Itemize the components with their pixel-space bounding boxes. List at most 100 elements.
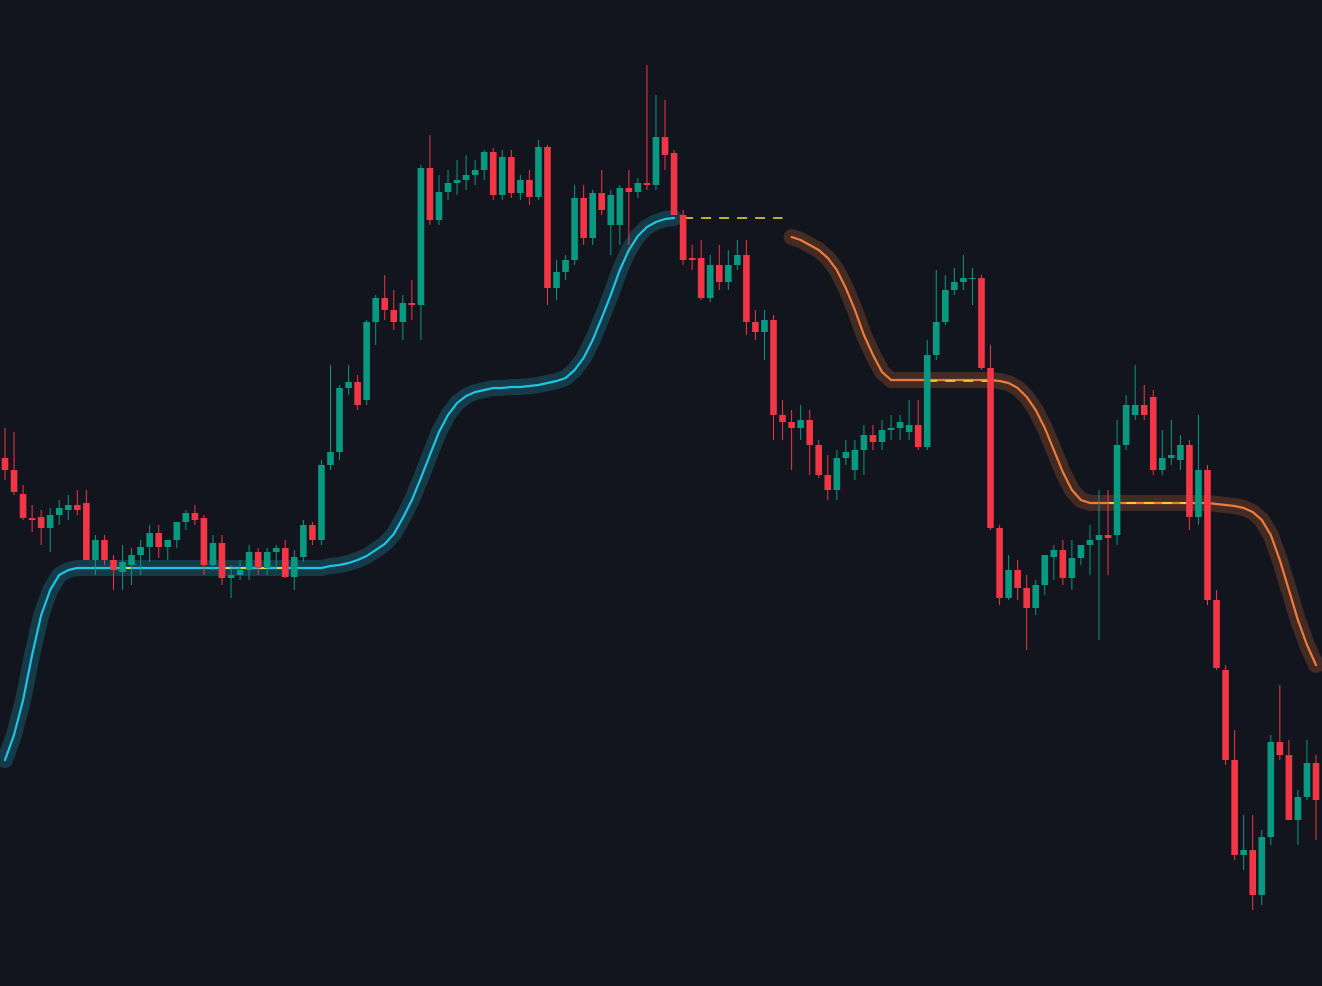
candle-body <box>46 515 54 528</box>
candle-body <box>1177 445 1184 460</box>
candle-body <box>824 475 832 490</box>
candle-body <box>1294 797 1302 820</box>
candle-body <box>28 518 36 520</box>
candle-body <box>1158 458 1166 470</box>
candle-body <box>1095 535 1103 540</box>
candle-body <box>453 180 461 183</box>
candle-body <box>1068 558 1076 578</box>
trend-line <box>790 235 1318 667</box>
candle-body <box>905 425 913 432</box>
candle-body <box>1050 550 1058 557</box>
candle-body <box>860 435 868 450</box>
candle-body <box>815 445 823 475</box>
candle-body <box>589 193 596 238</box>
candle-body <box>263 552 271 568</box>
candle-body <box>797 420 804 428</box>
candle-body <box>55 508 63 515</box>
candle-body <box>788 422 795 428</box>
candle-body <box>128 555 135 565</box>
candle-body <box>1023 588 1030 608</box>
candle-body <box>1131 405 1139 415</box>
candle-body <box>1231 760 1238 855</box>
candle-body <box>291 557 298 577</box>
candle-body <box>951 282 958 290</box>
candle-body <box>10 470 18 492</box>
candle-body <box>725 265 732 282</box>
candle-body <box>715 265 723 282</box>
candle-body <box>399 303 407 322</box>
candle-body <box>562 260 569 272</box>
candle-body <box>309 525 316 540</box>
candle-body <box>471 170 479 175</box>
candle-body <box>435 192 443 220</box>
trend-line <box>3 216 676 762</box>
candle-body <box>1122 405 1130 445</box>
candle-body <box>182 513 190 522</box>
candle-body <box>598 193 606 210</box>
candle-body <box>942 290 949 322</box>
candle-body <box>209 543 217 565</box>
candle-body <box>354 382 361 405</box>
candle-body <box>1222 670 1229 760</box>
candle-body <box>173 522 181 540</box>
candle-body <box>833 458 841 490</box>
candle-body <box>372 298 379 322</box>
candle-body <box>978 278 985 368</box>
candle-body <box>1005 570 1012 598</box>
candle-body <box>607 195 615 225</box>
candle-body <box>1014 570 1021 588</box>
candle-body <box>508 157 515 193</box>
candle-body <box>218 543 226 578</box>
candle-body <box>146 533 153 547</box>
candle-body <box>806 420 813 445</box>
candle-body <box>101 540 108 560</box>
candle-body <box>191 513 199 520</box>
candle-body <box>408 303 416 305</box>
candle-body <box>553 272 560 288</box>
candle-body <box>643 183 651 185</box>
candle-body <box>743 255 750 322</box>
candle-body <box>1312 763 1320 800</box>
candle-body <box>155 533 163 547</box>
candle-body <box>462 175 470 180</box>
candle-body <box>64 505 72 510</box>
candle-body <box>1186 445 1193 517</box>
candle-body <box>1285 755 1293 820</box>
candle-body <box>272 548 280 552</box>
candle-body <box>1113 445 1121 535</box>
candle-body <box>1303 763 1311 797</box>
candle-body <box>92 540 99 560</box>
candle-body <box>1077 545 1085 558</box>
candle-body <box>1276 742 1284 755</box>
candle-body <box>969 278 976 279</box>
candle-body <box>1204 470 1211 600</box>
candle-body <box>1032 585 1040 608</box>
candle-body <box>960 278 967 282</box>
candle-body <box>923 355 931 447</box>
candle-body <box>381 298 389 310</box>
candle-body <box>1041 555 1049 585</box>
candle-body <box>1086 540 1094 545</box>
candle-body <box>1149 397 1157 470</box>
candle-body <box>327 452 334 465</box>
candle-body <box>1059 550 1067 578</box>
candle-body <box>706 265 714 298</box>
candle-body <box>227 575 235 578</box>
candle-body <box>670 153 678 215</box>
candle-body <box>571 198 578 260</box>
candle-body <box>417 168 425 305</box>
candle-body <box>254 552 262 568</box>
candle-body <box>1104 535 1112 538</box>
candle-body <box>245 552 253 570</box>
candle-body <box>1 458 9 470</box>
candle-body <box>697 258 705 298</box>
candle-body <box>300 525 307 557</box>
candle-body <box>1267 742 1275 837</box>
candle-body <box>878 430 886 442</box>
candle-body <box>74 505 81 510</box>
candle-body <box>544 147 551 288</box>
candle-body <box>498 157 506 195</box>
candle-body <box>688 258 696 260</box>
candle-body <box>200 518 208 565</box>
